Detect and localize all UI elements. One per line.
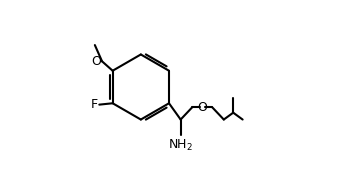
Text: F: F	[91, 98, 98, 111]
Text: O: O	[91, 55, 101, 68]
Text: NH$_2$: NH$_2$	[168, 138, 193, 153]
Text: O: O	[198, 101, 207, 114]
